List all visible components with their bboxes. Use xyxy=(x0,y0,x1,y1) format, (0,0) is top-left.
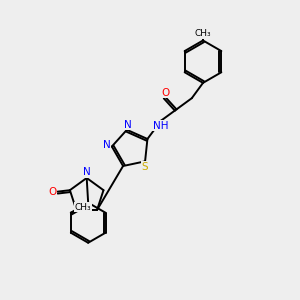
Text: O: O xyxy=(161,88,170,98)
Text: CH₃: CH₃ xyxy=(75,203,92,212)
Text: N: N xyxy=(124,119,131,130)
Text: CH₃: CH₃ xyxy=(195,29,211,38)
Text: S: S xyxy=(142,162,148,172)
Text: N: N xyxy=(83,167,91,177)
Text: NH: NH xyxy=(153,121,168,131)
Text: O: O xyxy=(49,187,57,197)
Text: N: N xyxy=(103,140,110,150)
